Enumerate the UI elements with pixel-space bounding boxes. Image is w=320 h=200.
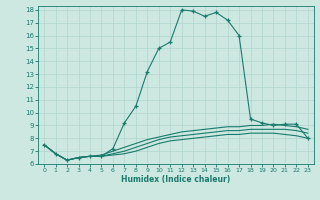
X-axis label: Humidex (Indice chaleur): Humidex (Indice chaleur) bbox=[121, 175, 231, 184]
